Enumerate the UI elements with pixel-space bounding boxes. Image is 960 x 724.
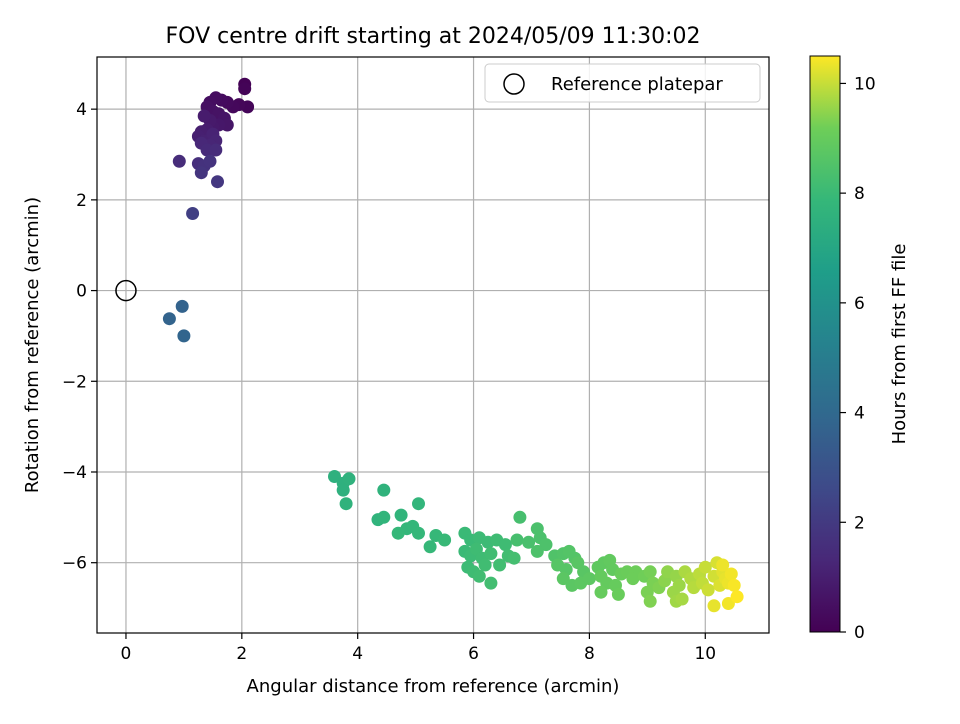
plot-frame xyxy=(96,56,770,634)
x-tick-label: 8 xyxy=(584,644,595,664)
data-point xyxy=(707,599,721,613)
x-tick-label: 4 xyxy=(352,644,363,664)
data-point xyxy=(238,82,252,96)
data-point xyxy=(394,508,408,522)
data-point xyxy=(175,299,189,313)
data-point xyxy=(423,540,437,554)
colorbar-tick-label: 0 xyxy=(854,623,865,643)
data-point xyxy=(194,166,208,180)
y-axis-ticks: −6 −4 −2 0 2 4 xyxy=(62,100,97,574)
data-point xyxy=(377,483,391,497)
data-point xyxy=(177,329,191,343)
data-point xyxy=(507,551,521,565)
y-tick-label: 4 xyxy=(76,100,87,120)
y-tick-label: 2 xyxy=(76,191,87,211)
data-point xyxy=(484,576,498,590)
data-point xyxy=(186,207,200,220)
data-points xyxy=(162,77,744,613)
data-point xyxy=(594,585,608,599)
data-point xyxy=(643,594,657,608)
data-point xyxy=(377,510,391,524)
data-point xyxy=(209,143,223,157)
data-point xyxy=(328,470,341,483)
data-point xyxy=(539,538,553,552)
data-point xyxy=(510,533,524,547)
x-tick-label: 6 xyxy=(468,644,479,664)
data-point xyxy=(336,483,350,497)
data-point xyxy=(197,109,211,123)
data-point xyxy=(698,560,712,574)
data-point xyxy=(162,312,176,326)
y-axis-label: Rotation from reference (arcmin) xyxy=(22,197,43,493)
data-point xyxy=(172,154,186,168)
data-point xyxy=(493,558,507,572)
chart-title: FOV centre drift starting at 2024/05/09 … xyxy=(166,24,701,49)
data-point xyxy=(675,592,689,606)
data-point xyxy=(412,497,425,511)
data-point xyxy=(513,510,527,524)
data-point xyxy=(339,497,353,511)
data-point xyxy=(643,565,657,579)
reference-platepar-marker xyxy=(115,279,137,302)
x-axis-label: Angular distance from reference (arcmin) xyxy=(247,676,620,697)
data-point xyxy=(556,572,570,586)
data-point xyxy=(701,583,715,597)
data-point xyxy=(484,547,498,561)
data-point xyxy=(203,154,217,168)
x-tick-label: 2 xyxy=(236,644,247,664)
data-point xyxy=(721,597,735,610)
data-point xyxy=(730,590,744,604)
data-point xyxy=(626,572,640,586)
colorbar-ticks: 0 2 4 6 8 10 xyxy=(840,74,876,643)
colorbar-tick-label: 10 xyxy=(854,74,876,94)
colorbar-tick-label: 8 xyxy=(854,184,865,204)
data-point xyxy=(472,569,486,583)
legend: Reference platepar xyxy=(484,63,761,103)
data-point xyxy=(727,578,741,592)
data-point xyxy=(498,538,512,552)
reference-marker-layer xyxy=(115,279,137,302)
data-point xyxy=(391,526,405,540)
colorbar-tick-label: 2 xyxy=(854,513,865,533)
data-point xyxy=(438,533,452,547)
legend-reference-marker xyxy=(503,73,525,95)
y-tick-label: 0 xyxy=(76,282,87,302)
colorbar: 0 2 4 6 8 10 Hours from first FF file xyxy=(809,55,910,643)
legend-box xyxy=(484,63,761,103)
colorbar-tick-label: 4 xyxy=(854,404,865,424)
data-point xyxy=(211,175,224,189)
x-tick-label: 0 xyxy=(121,644,132,664)
legend-entry-reference-platepar: Reference platepar xyxy=(551,74,723,95)
colorbar-gradient xyxy=(809,55,841,633)
x-tick-label: 10 xyxy=(694,644,716,664)
data-point xyxy=(522,535,536,549)
data-point xyxy=(412,526,425,540)
data-point xyxy=(611,587,625,601)
data-point xyxy=(478,558,492,572)
colorbar-label: Hours from first FF file xyxy=(889,244,910,445)
data-point xyxy=(582,572,596,586)
data-point xyxy=(724,567,738,581)
data-point xyxy=(342,472,356,486)
data-point xyxy=(716,558,730,572)
y-tick-label: −2 xyxy=(62,372,87,392)
y-tick-label: −6 xyxy=(62,554,87,574)
x-axis-ticks: 0 2 4 6 8 10 xyxy=(121,633,716,664)
colorbar-tick-label: 6 xyxy=(854,294,865,314)
y-tick-label: −4 xyxy=(62,463,87,483)
data-point xyxy=(530,544,544,558)
